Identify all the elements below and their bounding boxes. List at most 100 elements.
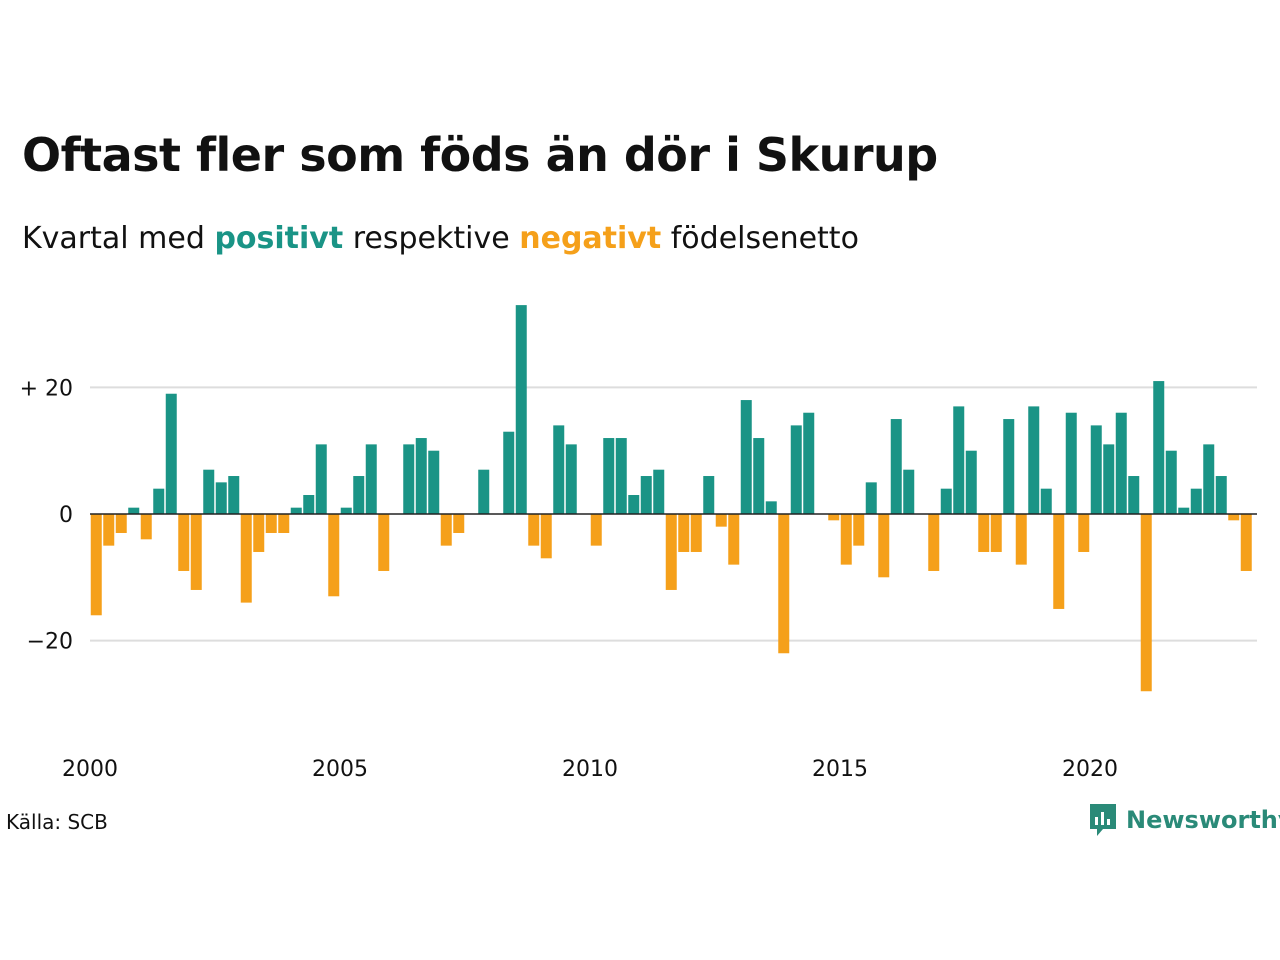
y-tick-label: + 20	[20, 376, 73, 401]
bar	[1065, 412, 1077, 514]
y-tick-labels: + 20 0 −20	[20, 376, 73, 654]
bar	[903, 469, 915, 514]
bar	[1215, 476, 1227, 514]
bar	[190, 514, 202, 590]
bar	[628, 495, 640, 514]
bar	[140, 514, 152, 540]
subtitle-suffix: födelsenetto	[670, 221, 859, 256]
bar	[1028, 406, 1040, 514]
bar	[940, 488, 952, 514]
bar	[515, 305, 527, 514]
source-note: Källa: SCB	[6, 810, 108, 834]
x-tick-labels: 2000 2005 2010 2015 2020	[62, 757, 1118, 782]
bar	[1203, 444, 1215, 514]
bar	[153, 488, 165, 514]
bar	[178, 514, 190, 571]
bar	[303, 495, 315, 514]
bar	[565, 444, 577, 514]
bar	[953, 406, 965, 514]
bar	[440, 514, 452, 546]
bar	[828, 514, 840, 521]
bar	[803, 412, 815, 514]
bar	[1190, 488, 1202, 514]
chart-title: Oftast fler som föds än dör i Skurup	[22, 128, 938, 182]
x-tick-label: 2015	[812, 757, 868, 782]
bar	[965, 450, 977, 514]
grid-layer	[90, 386, 1257, 642]
bar	[478, 469, 490, 514]
bar	[353, 476, 365, 514]
bar	[715, 514, 727, 527]
bar	[615, 438, 627, 514]
bar	[1003, 419, 1015, 514]
bar	[165, 393, 177, 514]
bar	[890, 419, 902, 514]
bar	[378, 514, 390, 571]
bar	[853, 514, 865, 546]
bar	[1040, 488, 1052, 514]
bar	[315, 444, 327, 514]
bar	[765, 501, 777, 514]
bar	[1078, 514, 1090, 552]
bar	[665, 514, 677, 590]
bar	[90, 514, 102, 616]
bar	[203, 469, 215, 514]
bar	[678, 514, 690, 552]
bar	[328, 514, 340, 597]
bar	[690, 514, 702, 552]
bar	[240, 514, 252, 603]
bar	[703, 476, 715, 514]
bar	[1103, 444, 1115, 514]
bar	[365, 444, 377, 514]
bar	[865, 482, 877, 514]
bar	[503, 431, 515, 514]
bar	[1053, 514, 1065, 609]
bar	[1228, 514, 1240, 521]
bar	[1153, 381, 1165, 514]
subtitle-prefix: Kvartal med	[22, 221, 205, 256]
bar	[253, 514, 265, 552]
bar	[640, 476, 652, 514]
bar	[415, 438, 427, 514]
bar	[290, 507, 302, 514]
newsworthy-logo: Newsworthy	[1088, 802, 1280, 838]
bar	[653, 469, 665, 514]
bar	[1140, 514, 1152, 692]
bar	[228, 476, 240, 514]
bar	[1090, 425, 1102, 514]
bar	[453, 514, 465, 533]
bar	[1115, 412, 1127, 514]
bar-layer	[90, 305, 1252, 692]
bar	[753, 438, 765, 514]
bar	[978, 514, 990, 552]
y-tick-label: 0	[59, 503, 73, 528]
subtitle-positive-word: positivt	[214, 221, 344, 256]
bar	[990, 514, 1002, 552]
bar	[590, 514, 602, 546]
bar	[778, 514, 790, 654]
bar	[428, 450, 440, 514]
bar	[553, 425, 565, 514]
bar	[1178, 507, 1190, 514]
brand-name: Newsworthy	[1126, 806, 1280, 834]
bar	[340, 507, 352, 514]
subtitle-negative-word: negativt	[519, 221, 662, 256]
bar	[1165, 450, 1177, 514]
bar	[790, 425, 802, 514]
bar	[265, 514, 277, 533]
subtitle-middle: respektive	[352, 221, 510, 256]
x-tick-label: 2020	[1062, 757, 1118, 782]
bar	[878, 514, 890, 578]
bar	[528, 514, 540, 546]
bar	[1015, 514, 1027, 565]
newsworthy-logo-icon	[1090, 804, 1116, 836]
bar	[540, 514, 552, 559]
bar	[1240, 514, 1252, 571]
bar	[1128, 476, 1140, 514]
x-tick-label: 2010	[562, 757, 618, 782]
bar	[103, 514, 115, 546]
bar	[728, 514, 740, 565]
bar	[603, 438, 615, 514]
bar	[403, 444, 415, 514]
